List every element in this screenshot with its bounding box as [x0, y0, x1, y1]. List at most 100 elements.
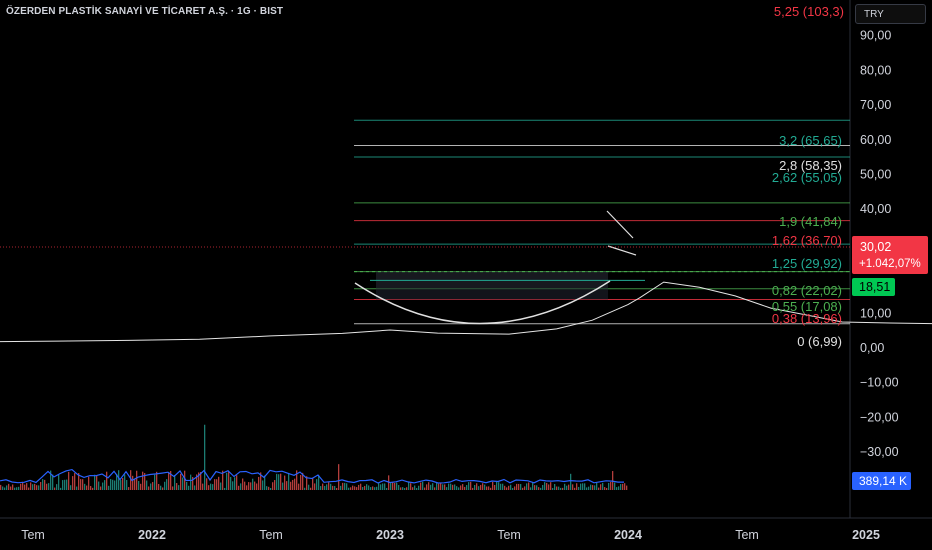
volume-bar: [254, 481, 256, 490]
volume-bar: [184, 470, 186, 490]
volume-bar: [246, 485, 248, 490]
volume-bar: [234, 477, 236, 490]
volume-bar: [44, 479, 46, 490]
volume-bar: [336, 487, 338, 490]
volume-bar: [222, 470, 224, 490]
volume-bar: [326, 484, 328, 490]
y-tick-label: 10,00: [860, 306, 891, 320]
volume-bar: [122, 478, 124, 490]
x-tick-label: 2025: [852, 528, 880, 542]
volume-bar: [312, 477, 314, 490]
x-tick-label: 2023: [376, 528, 404, 542]
volume-bar: [542, 484, 544, 490]
volume-bar: [514, 486, 516, 490]
volume-bar: [352, 485, 354, 490]
y-tick-label: −30,00: [860, 445, 899, 459]
volume-bar: [276, 473, 278, 490]
volume-bar: [280, 473, 282, 490]
volume-bar: [106, 471, 108, 490]
volume-bar: [324, 485, 326, 490]
volume-bar: [216, 479, 218, 490]
volume-bar: [364, 485, 366, 490]
volume-bar: [396, 482, 398, 490]
volume-bar: [138, 480, 140, 490]
volume-bar: [6, 485, 8, 490]
volume-bar: [56, 484, 58, 490]
x-tick-label: 2022: [138, 528, 166, 542]
volume-bar: [552, 487, 554, 490]
volume-bar: [24, 484, 26, 490]
y-tick-label: −20,00: [860, 410, 899, 424]
volume-bar: [152, 482, 154, 490]
volume-bar: [384, 483, 386, 490]
volume-bar: [374, 487, 376, 490]
volume-bar: [104, 480, 106, 490]
volume-bar: [168, 472, 170, 490]
volume-bar: [300, 474, 302, 490]
volume-bar: [102, 482, 104, 490]
volume-bar: [464, 486, 466, 490]
volume-bar: [32, 484, 34, 490]
volume-bar: [458, 487, 460, 490]
volume-bar: [538, 487, 540, 490]
volume-bar: [282, 482, 284, 490]
volume-bar: [164, 481, 166, 490]
volume-bar: [332, 485, 334, 490]
volume-bar: [448, 483, 450, 490]
volume-bar: [62, 480, 64, 490]
volume-bar: [566, 485, 568, 490]
volume-bar: [86, 485, 88, 490]
pattern-line: [606, 210, 634, 239]
volume-bar: [142, 471, 144, 490]
volume-bar: [162, 487, 164, 490]
volume-bar: [58, 474, 60, 490]
volume-bar: [580, 483, 582, 490]
price-line: [0, 281, 932, 343]
volume-bar: [478, 486, 480, 490]
volume-bar: [546, 482, 548, 490]
volume-bar: [84, 483, 86, 490]
volume-bar: [224, 487, 226, 490]
volume-bar: [622, 483, 624, 490]
volume-bar: [366, 484, 368, 490]
volume-bar: [406, 487, 408, 490]
volume-bar: [316, 479, 318, 490]
volume-bar: [288, 473, 290, 490]
volume-bar: [482, 483, 484, 490]
fib-label: 1,62 (36,70): [772, 233, 842, 248]
currency-selector[interactable]: TRY: [855, 4, 926, 24]
last-price-change: +1.042,07%: [859, 258, 921, 270]
volume-bar: [472, 487, 474, 490]
volume-bar: [390, 483, 392, 490]
volume-bar: [156, 471, 158, 490]
volume-bar: [462, 484, 464, 490]
volume-bar: [612, 471, 614, 490]
volume-bar: [66, 479, 68, 490]
volume-bar: [92, 487, 94, 490]
volume-bar: [382, 483, 384, 490]
volume-bar: [544, 482, 546, 490]
volume-bar: [572, 484, 574, 490]
volume-bar: [120, 480, 122, 490]
volume-bar: [362, 486, 364, 490]
volume-bar: [424, 487, 426, 490]
volume-bar: [212, 484, 214, 490]
volume-bar: [114, 480, 116, 490]
volume-bar: [198, 472, 200, 490]
volume-bar: [360, 483, 362, 490]
volume-value: 389,14 K: [859, 474, 907, 488]
volume-bar: [518, 483, 520, 490]
fib-label: 1,25 (29,92): [772, 256, 842, 271]
volume-bar: [202, 483, 204, 490]
volume-bar: [272, 482, 274, 490]
volume-bar: [72, 476, 74, 490]
volume-bar: [12, 484, 14, 490]
volume-bar: [444, 484, 446, 490]
volume-bar: [372, 486, 374, 490]
volume-bar: [570, 473, 572, 490]
fib-label: 0,38 (13,96): [772, 311, 842, 326]
volume-bar: [270, 487, 272, 490]
y-tick-label: 40,00: [860, 202, 891, 216]
volume-bar: [178, 485, 180, 490]
